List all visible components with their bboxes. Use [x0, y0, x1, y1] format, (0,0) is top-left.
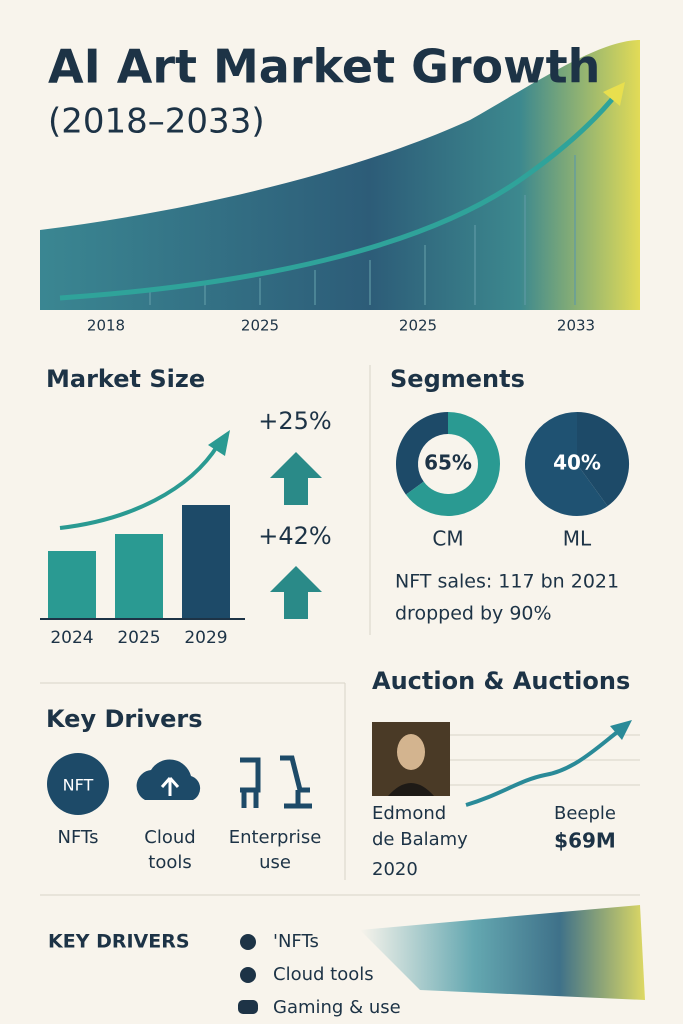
- trend-arrow: [59, 443, 220, 530]
- year-label: 2018: [87, 317, 125, 335]
- segment-name: CM: [432, 527, 463, 551]
- bar: [115, 534, 163, 618]
- driver-label: use: [259, 852, 291, 873]
- portrait-face: [397, 734, 425, 770]
- section-title: Segments: [390, 365, 525, 393]
- donut-rest: [396, 412, 449, 495]
- subtitle: (2018–2033): [48, 102, 265, 142]
- auction-text: Beeple: [554, 803, 616, 824]
- arrow-head: [208, 430, 230, 456]
- change-label: +25%: [258, 407, 331, 435]
- donut-arc: [574, 412, 629, 507]
- footer-title: KEY DRIVERS: [48, 931, 190, 953]
- bar: [48, 551, 96, 618]
- donut-rest: [525, 412, 608, 516]
- section-title: Auction & Auctions: [372, 667, 630, 695]
- driver-label: Cloud: [144, 827, 195, 848]
- auction-text: 2020: [372, 859, 418, 880]
- portrait-body: [388, 783, 434, 796]
- up-arrow: [270, 566, 322, 619]
- driver-label: NFTs: [58, 827, 99, 848]
- arrow-head: [603, 82, 625, 106]
- arrow-head: [610, 720, 632, 740]
- donut-label: 40%: [553, 451, 601, 475]
- header-bars: [149, 155, 576, 305]
- segment-name: ML: [563, 527, 592, 551]
- driver-label: Enterprise: [229, 827, 322, 848]
- change-label: +42%: [258, 522, 331, 550]
- section-title: Market Size: [46, 365, 205, 393]
- growth-curve: [59, 90, 620, 301]
- cloud-arrow: [160, 777, 180, 796]
- header-wash: [40, 40, 640, 310]
- chair-icon: [240, 755, 312, 809]
- note: dropped by 90%: [395, 603, 552, 625]
- donut-arc: [405, 412, 500, 516]
- section-title: Key Drivers: [46, 705, 202, 733]
- year-label: 2025: [399, 317, 437, 335]
- nft-icon: [47, 753, 109, 815]
- year-label: 2025: [241, 317, 279, 335]
- bar: [182, 505, 230, 618]
- footer-item: Gaming & use: [273, 997, 401, 1018]
- year-label: 2033: [557, 317, 595, 335]
- note: NFT sales: 117 bn 2021: [395, 571, 619, 593]
- icon-label: NFT: [63, 776, 94, 795]
- up-arrow: [270, 452, 322, 505]
- auction-text: $69M: [554, 829, 616, 853]
- title: AI Art Market Growth: [48, 40, 600, 94]
- auction-text: de Balamy: [372, 829, 468, 850]
- bar-label: 2025: [117, 628, 160, 648]
- footer-wash: [360, 905, 645, 1000]
- donut-label: 65%: [424, 451, 472, 475]
- footer-item: Cloud tools: [273, 964, 374, 985]
- auction-curve: [465, 728, 622, 807]
- bar-label: 2024: [50, 628, 93, 648]
- footer-icons: [238, 934, 258, 1014]
- footer-item: 'NFTs: [273, 931, 319, 952]
- driver-label: tools: [148, 852, 191, 873]
- auction-text: Edmond: [372, 803, 446, 824]
- bar-label: 2029: [184, 628, 227, 648]
